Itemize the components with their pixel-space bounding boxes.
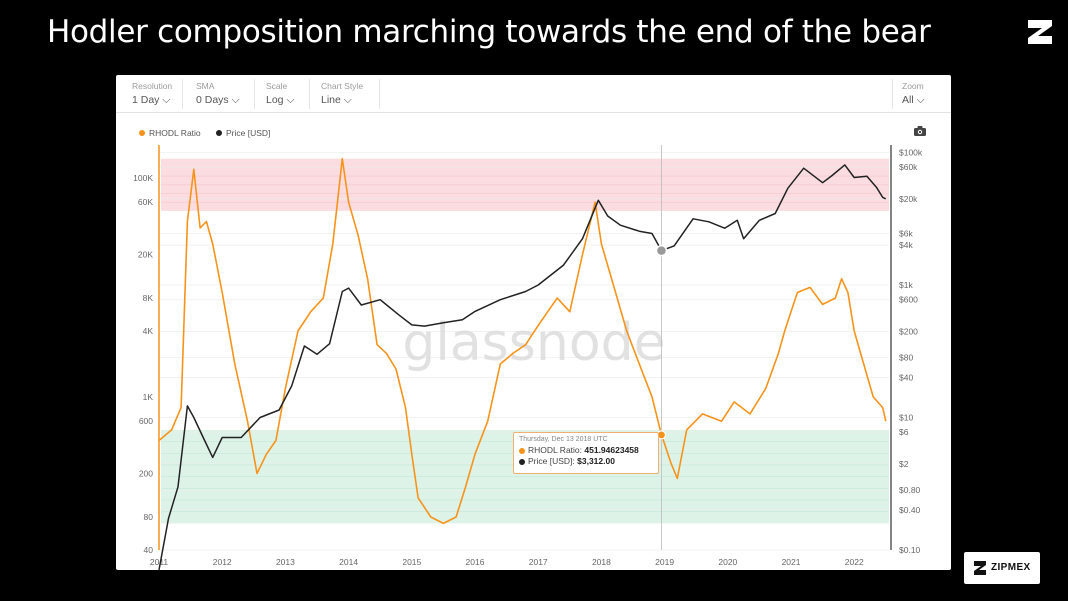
rhodl-line: [158, 157, 887, 525]
sma-value: 0 Days: [196, 94, 229, 106]
x-tick-label: 2021: [782, 557, 801, 567]
y-left-tick-label: 20K: [138, 249, 153, 259]
x-tick-label: 2016: [466, 557, 485, 567]
x-tick-label: 2011: [150, 557, 169, 567]
y-left-tick-label: 1K: [143, 392, 154, 402]
y-right-tick-label: $0.80: [899, 485, 921, 495]
chevron-down-icon: ⌵: [231, 94, 240, 106]
chevron-down-icon: ⌵: [916, 94, 925, 106]
y-left-tick-label: 200: [139, 468, 153, 478]
sma-label: SMA: [196, 81, 215, 91]
chart-style-select[interactable]: Chart Style Line ⌵: [321, 81, 363, 107]
y-right-tick-label: $6k: [899, 228, 913, 238]
price-line: [158, 164, 887, 570]
scale-select[interactable]: Scale Log ⌵: [266, 81, 294, 107]
x-tick-label: 2015: [402, 557, 421, 567]
scale-label: Scale: [266, 81, 288, 91]
resolution-select[interactable]: Resolution 1 Day ⌵: [132, 81, 172, 107]
tooltip-rhodl-value: 451.94623458: [584, 445, 639, 455]
y-right-tick-label: $1k: [899, 280, 913, 290]
y-left-tick-label: 80: [144, 512, 154, 522]
x-tick-label: 2019: [655, 557, 674, 567]
chart-card: Resolution 1 Day ⌵ SMA 0 Days ⌵ Scale Lo…: [116, 75, 951, 570]
chart-style-value: Line: [321, 94, 341, 106]
y-right-tick-label: $4k: [899, 240, 913, 250]
zipmex-badge: ZIPMEX: [964, 552, 1040, 584]
zipmex-logo-icon: [974, 561, 986, 575]
y-right-tick-label: $0.40: [899, 505, 921, 515]
y-right-tick-label: $6: [899, 427, 909, 437]
tooltip-price-dot: [519, 458, 525, 465]
y-right-tick-label: $40: [899, 373, 913, 383]
sma-select[interactable]: SMA 0 Days ⌵: [196, 81, 240, 107]
y-right-tick-label: $200: [899, 326, 918, 336]
y-right-tick-label: $600: [899, 295, 918, 305]
y-right-tick-label: $2: [899, 459, 909, 469]
y-left-tick-label: 60K: [138, 197, 153, 207]
x-tick-label: 2018: [592, 557, 611, 567]
price-legend-dot: [216, 129, 222, 136]
slide-title: Hodler composition marching towards the …: [47, 14, 931, 50]
chart-toolbar: Resolution 1 Day ⌵ SMA 0 Days ⌵ Scale Lo…: [116, 75, 951, 113]
tooltip-price-label: Price [USD]:: [528, 456, 575, 466]
legend-price-label: Price [USD]: [226, 127, 271, 138]
scale-value: Log: [266, 94, 284, 106]
y-left-tick-label: 4K: [143, 326, 154, 336]
y-left-tick-label: 8K: [143, 293, 154, 303]
x-tick-label: 2022: [845, 557, 864, 567]
y-right-tick-label: $60k: [899, 162, 918, 172]
y-left-tick-label: 100K: [133, 173, 153, 183]
chevron-down-icon: ⌵: [286, 94, 295, 106]
camera-icon[interactable]: [914, 126, 926, 136]
watermark: glassnode: [402, 313, 665, 373]
rhodl-legend-dot: [139, 129, 145, 136]
legend-rhodl-label: RHODL Ratio: [149, 127, 201, 138]
x-tick-label: 2012: [213, 557, 232, 567]
x-tick-label: 2020: [718, 557, 737, 567]
brand-logo-icon: [1028, 20, 1052, 44]
y-right-tick-label: $20k: [899, 194, 918, 204]
zoom-select[interactable]: Zoom All ⌵: [902, 81, 925, 107]
x-tick-label: 2014: [339, 557, 358, 567]
data-tooltip: Thursday, Dec 13 2018 UTC RHODL Ratio: 4…: [513, 432, 659, 474]
y-left-tick-label: 40: [144, 545, 154, 555]
y-left-tick-label: 600: [139, 416, 153, 426]
zipmex-brand-text: ZIPMEX: [991, 562, 1031, 573]
legend-rhodl[interactable]: RHODL Ratio: [139, 127, 201, 138]
y-right-tick-label: $10: [899, 413, 913, 423]
legend-price[interactable]: Price [USD]: [216, 127, 270, 138]
y-right-tick-label: $100k: [899, 148, 923, 158]
chart-style-label: Chart Style: [321, 81, 364, 91]
chart-plot: glassnode 100K 60K 20K 8K 4K 1K 600 200 80 40 $100k…: [133, 145, 923, 570]
resolution-label: Resolution: [132, 81, 173, 91]
zoom-value: All: [902, 94, 914, 106]
chevron-down-icon: ⌵: [162, 94, 171, 106]
x-tick-label: 2013: [276, 557, 295, 567]
x-tick-label: 2017: [529, 557, 548, 567]
tooltip-price-value: $3,312.00: [577, 456, 615, 466]
resolution-value: 1 Day: [132, 94, 160, 106]
zoom-label: Zoom: [902, 81, 924, 91]
tooltip-rhodl-label: RHODL Ratio:: [528, 445, 583, 455]
tooltip-rhodl-dot: [519, 447, 525, 454]
tooltip-date: Thursday, Dec 13 2018 UTC: [519, 436, 608, 443]
price-hover-marker: [655, 244, 668, 257]
chevron-down-icon: ⌵: [343, 94, 352, 106]
y-right-tick-label: $80: [899, 353, 913, 363]
y-right-tick-label: $0.10: [899, 545, 921, 555]
